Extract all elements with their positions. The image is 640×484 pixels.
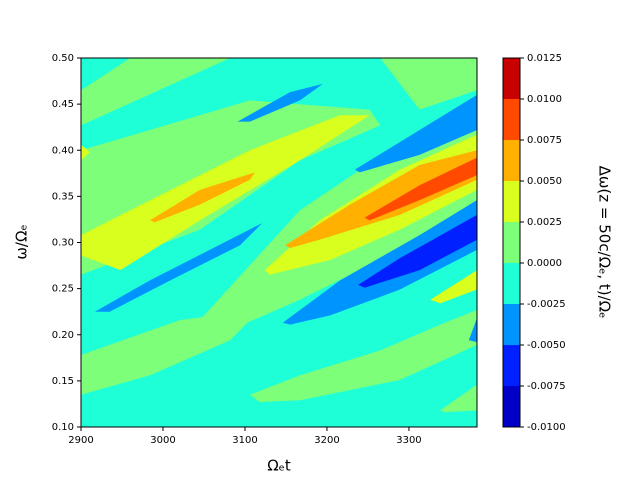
x-tick-label: 3100 [232, 435, 257, 446]
y-tick-label: 0.35 [52, 191, 74, 202]
contour-region [358, 214, 477, 288]
plot-area [81, 58, 477, 427]
contour-region [81, 115, 370, 271]
y-tick-label: 0.30 [52, 238, 74, 249]
colorbar-tick-label: 0.0025 [527, 217, 562, 228]
y-axis-label: ω/Ωₑ [13, 224, 31, 259]
contour-region [440, 384, 477, 413]
x-tick-label: 3000 [150, 435, 175, 446]
y-tick-label: 0.50 [52, 53, 74, 64]
colorbar-tick-label: 0.0125 [527, 53, 562, 64]
colorbar-tick-label: 0.0075 [527, 135, 562, 146]
colorbar-label: Δω(z = 50c/Ωₑ, t)/Ωₑ [596, 166, 614, 319]
contour-region [364, 157, 477, 221]
colorbar-band [503, 58, 520, 99]
colorbar-tick-label: 0.0100 [527, 94, 562, 105]
colorbar-band [503, 222, 520, 263]
contour-region [81, 309, 260, 395]
y-tick-label: 0.15 [52, 376, 74, 387]
colorbar-tick-label: 0.0000 [527, 258, 562, 269]
x-tick-label: 2900 [68, 435, 93, 446]
contour-region [249, 309, 477, 403]
contour-region [282, 200, 477, 325]
x-axis-label: Ωₑt [267, 457, 291, 475]
y-tick-label: 0.20 [52, 330, 74, 341]
colorbar-band [503, 263, 520, 304]
colorbar-tick-label: -0.0025 [527, 299, 566, 310]
colorbar-band [503, 304, 520, 345]
contour-region [285, 150, 477, 249]
contour-region [468, 318, 477, 343]
x-tick-label: 3200 [314, 435, 339, 446]
colorbar-band [503, 345, 520, 386]
y-tick-label: 0.40 [52, 145, 74, 156]
contour-region [380, 58, 477, 110]
colorbar-tick-label: -0.0100 [527, 422, 566, 433]
contour-region [149, 172, 255, 223]
colorbar: -0.0100 -0.0075 -0.0050 -0.0025 0.0000 0.0025… [502, 53, 566, 433]
colorbar-frame [502, 57, 521, 428]
contour-region [430, 270, 477, 304]
y-tick-label: 0.25 [52, 284, 74, 295]
colorbar-band [503, 386, 520, 427]
contour-region [94, 223, 263, 312]
colorbar-band [503, 99, 520, 140]
y-tick-label: 0.45 [52, 99, 74, 110]
colorbar-tick-label: -0.0050 [527, 340, 566, 351]
contour-region [81, 144, 91, 161]
contour-region [237, 83, 323, 122]
colorbar-tick-label: -0.0075 [527, 381, 566, 392]
colorbar-band [503, 181, 520, 222]
colorbar-band [503, 140, 520, 181]
x-tick-label: 3300 [396, 435, 421, 446]
contour-region [354, 94, 477, 173]
contour-region [81, 58, 231, 126]
colorbar-tick-label: 0.0050 [527, 176, 562, 187]
y-tick-label: 0.10 [52, 422, 74, 433]
